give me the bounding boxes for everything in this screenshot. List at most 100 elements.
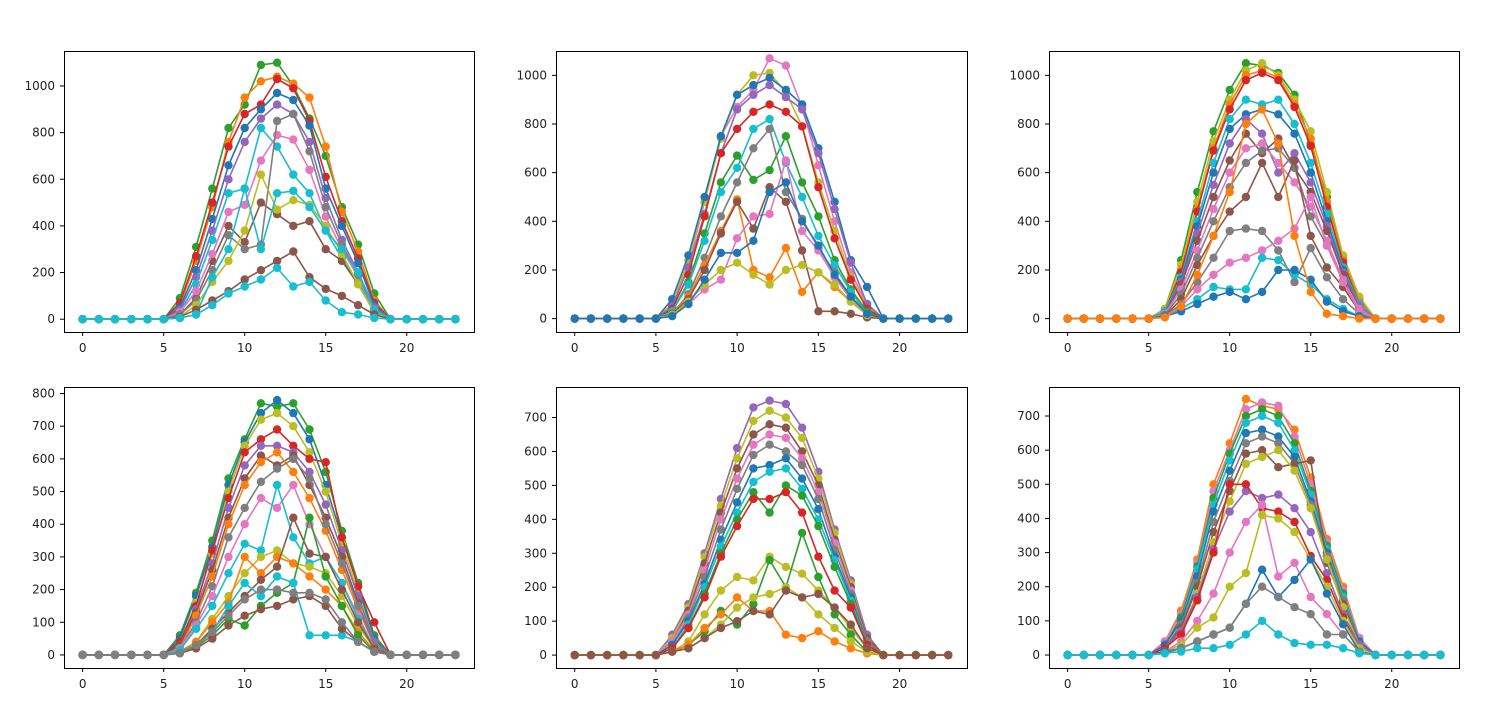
data-point <box>1241 158 1251 168</box>
x-tick-label: 5 <box>160 341 168 355</box>
data-point <box>240 200 249 210</box>
data-point <box>797 528 807 538</box>
data-point <box>781 586 791 595</box>
data-point <box>797 423 807 432</box>
data-point <box>370 313 379 323</box>
data-point <box>1290 119 1299 129</box>
data-point <box>619 314 628 323</box>
data-point <box>289 170 298 179</box>
y-tick-label: 800 <box>524 117 547 131</box>
data-point <box>240 552 249 562</box>
data-point <box>781 243 791 253</box>
data-point <box>716 515 726 524</box>
data-point <box>289 595 298 604</box>
data-point <box>846 258 855 267</box>
data-point <box>208 627 217 637</box>
data-point <box>765 406 774 415</box>
y-tick-label: 200 <box>1017 580 1040 594</box>
data-point <box>1160 649 1170 658</box>
data-point <box>765 209 774 219</box>
data-point <box>732 443 742 453</box>
data-point <box>781 399 791 409</box>
data-point <box>830 610 839 619</box>
data-point <box>1241 253 1251 262</box>
data-point <box>765 420 774 429</box>
data-point <box>1225 466 1234 475</box>
data-point <box>256 105 266 114</box>
data-point <box>1322 568 1332 578</box>
data-point <box>337 221 347 231</box>
data-point <box>765 114 774 124</box>
x-tick-label: 0 <box>571 341 579 355</box>
data-point <box>305 93 314 102</box>
data-point <box>1209 548 1218 557</box>
data-point <box>749 494 758 504</box>
data-point <box>927 314 937 323</box>
data-point <box>1095 650 1105 660</box>
data-point <box>781 107 791 117</box>
y-tick-label: 600 <box>524 444 547 458</box>
data-point <box>305 165 314 175</box>
data-point <box>240 503 249 513</box>
x-tick-label: 20 <box>399 341 414 355</box>
data-point <box>732 617 742 626</box>
data-point <box>224 207 233 217</box>
data-point <box>814 268 823 277</box>
data-point <box>1274 256 1283 265</box>
data-point <box>1241 76 1251 85</box>
data-point <box>272 585 282 594</box>
data-point <box>830 234 839 243</box>
data-point <box>716 275 726 284</box>
data-point <box>256 477 266 486</box>
data-point <box>1209 192 1218 202</box>
data-point <box>765 494 774 504</box>
data-point <box>386 315 395 324</box>
data-point <box>337 308 347 317</box>
x-tick-label: 10 <box>729 341 744 355</box>
data-point <box>1290 446 1299 455</box>
data-point <box>684 644 693 653</box>
data-point <box>208 235 217 245</box>
data-point <box>781 178 791 187</box>
data-point <box>749 236 758 245</box>
y-tick-label: 800 <box>32 126 55 140</box>
data-point <box>1274 630 1283 639</box>
data-point <box>1306 243 1315 253</box>
data-point <box>1209 507 1218 516</box>
data-point <box>402 315 411 324</box>
data-point <box>272 408 282 418</box>
data-point <box>272 448 282 457</box>
data-point <box>240 621 249 630</box>
data-point <box>1209 180 1218 189</box>
data-point <box>700 236 709 245</box>
data-point <box>289 454 298 464</box>
y-tick-label: 1000 <box>1009 68 1040 82</box>
data-point <box>830 637 839 646</box>
data-point <box>765 280 774 289</box>
data-point <box>716 552 726 561</box>
y-tick-label: 500 <box>32 485 55 499</box>
data-point <box>175 649 185 658</box>
data-point <box>1306 287 1315 297</box>
x-tick-label: 20 <box>892 341 907 355</box>
data-point <box>1274 236 1283 245</box>
data-point <box>911 314 920 323</box>
data-point <box>272 601 282 611</box>
data-point <box>716 229 726 238</box>
data-point <box>321 552 330 562</box>
data-point <box>1241 144 1251 153</box>
data-point <box>1225 258 1234 267</box>
y-tick-label: 500 <box>1017 477 1040 491</box>
data-point <box>256 415 266 424</box>
data-point <box>256 399 266 408</box>
data-point <box>1338 277 1348 287</box>
y-tick-label: 200 <box>32 583 55 597</box>
data-point <box>603 650 612 660</box>
x-tick-label: 10 <box>237 341 252 355</box>
x-tick-label: 15 <box>318 341 333 355</box>
data-point <box>289 467 298 477</box>
data-point <box>797 474 807 483</box>
data-point <box>700 610 709 619</box>
data-point <box>814 494 823 504</box>
